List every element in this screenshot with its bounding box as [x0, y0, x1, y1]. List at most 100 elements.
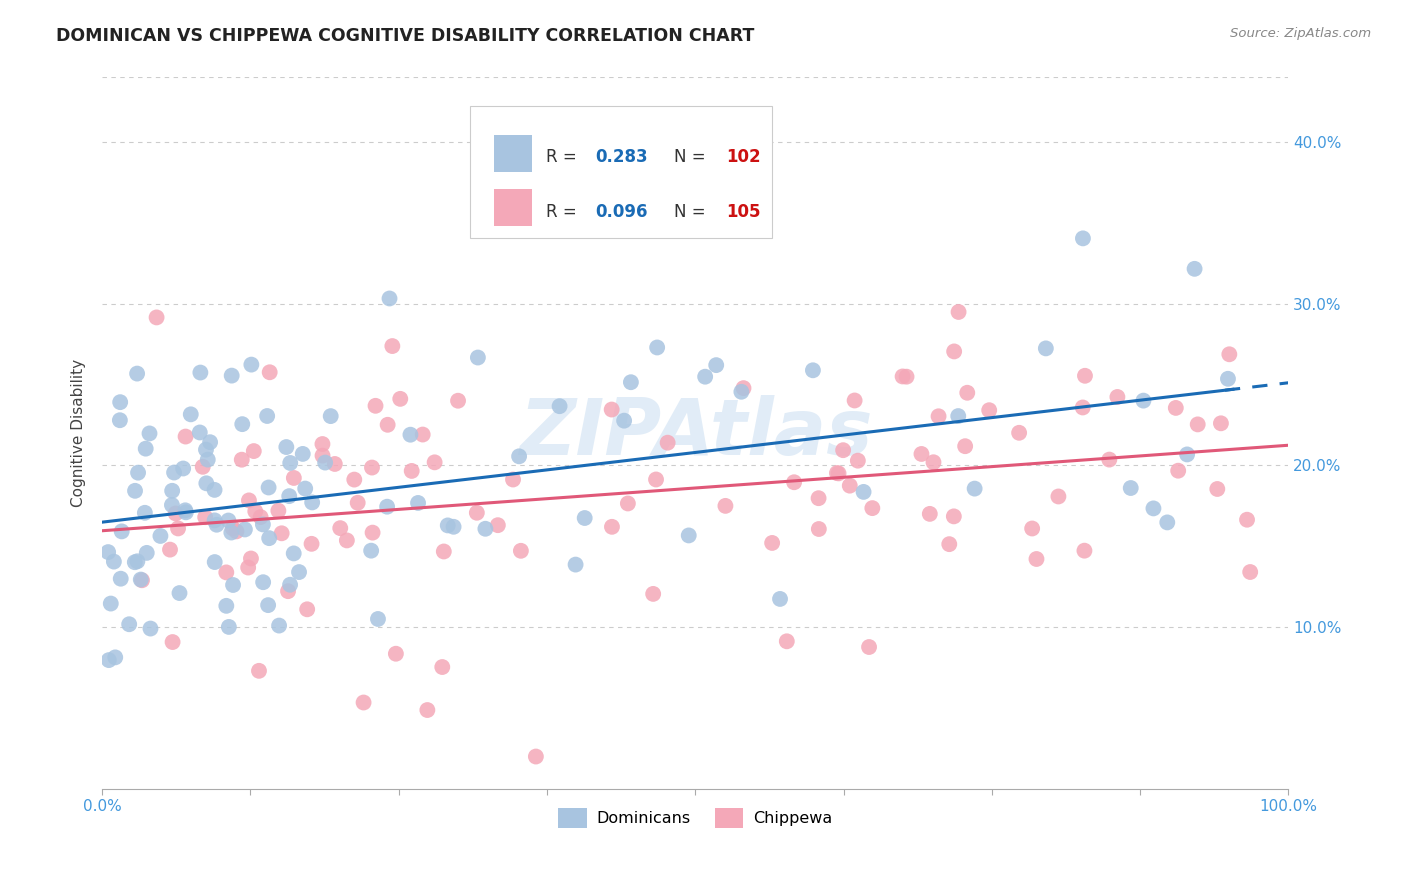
Point: [783, 475, 806, 490]
Point: [215, 566, 238, 580]
Point: [801, 363, 824, 377]
Point: [364, 399, 387, 413]
Point: [257, 598, 280, 612]
Point: [301, 537, 323, 551]
Point: [283, 546, 305, 560]
Point: [135, 442, 157, 456]
Point: [1206, 482, 1229, 496]
Point: [769, 591, 792, 606]
Point: [378, 292, 401, 306]
Text: DOMINICAN VS CHIPPEWA COGNITIVE DISABILITY CORRELATION CHART: DOMINICAN VS CHIPPEWA COGNITIVE DISABILI…: [56, 27, 755, 45]
Point: [1218, 347, 1240, 361]
Point: [288, 565, 311, 579]
Point: [174, 429, 197, 443]
Point: [1025, 552, 1047, 566]
Point: [145, 310, 167, 325]
Point: [1035, 342, 1057, 356]
Point: [353, 696, 375, 710]
Point: [1132, 393, 1154, 408]
Point: [963, 482, 986, 496]
Point: [238, 560, 260, 574]
Point: [1187, 417, 1209, 432]
Point: [194, 510, 217, 524]
Point: [406, 496, 429, 510]
Point: [401, 464, 423, 478]
Point: [205, 517, 228, 532]
Point: [135, 546, 157, 560]
Point: [231, 417, 253, 432]
Point: [198, 435, 221, 450]
Point: [329, 521, 352, 535]
Point: [294, 482, 316, 496]
Point: [613, 414, 636, 428]
Text: R =: R =: [546, 202, 582, 220]
Point: [278, 489, 301, 503]
Point: [360, 543, 382, 558]
Point: [827, 467, 849, 481]
Point: [267, 504, 290, 518]
Point: [412, 427, 434, 442]
Point: [443, 520, 465, 534]
Point: [385, 647, 408, 661]
Point: [1156, 516, 1178, 530]
Point: [1236, 513, 1258, 527]
Point: [204, 555, 226, 569]
Point: [447, 393, 470, 408]
Point: [433, 544, 456, 558]
Point: [245, 504, 267, 518]
Point: [233, 523, 256, 537]
Text: R =: R =: [546, 148, 582, 166]
Point: [860, 501, 883, 516]
Point: [257, 481, 280, 495]
Point: [283, 471, 305, 485]
Point: [645, 473, 668, 487]
Y-axis label: Cognitive Disability: Cognitive Disability: [72, 359, 86, 508]
Point: [163, 466, 186, 480]
Point: [1071, 231, 1094, 245]
Point: [174, 505, 197, 519]
Point: [243, 444, 266, 458]
Point: [1047, 490, 1070, 504]
Point: [240, 358, 263, 372]
Point: [600, 402, 623, 417]
Point: [276, 440, 298, 454]
Point: [1107, 390, 1129, 404]
Point: [343, 473, 366, 487]
Point: [249, 510, 271, 524]
Point: [319, 409, 342, 423]
Point: [832, 443, 855, 458]
Point: [169, 586, 191, 600]
Point: [896, 369, 918, 384]
Point: [617, 496, 640, 510]
Text: N =: N =: [673, 148, 711, 166]
Point: [620, 375, 643, 389]
Point: [103, 555, 125, 569]
Point: [231, 452, 253, 467]
Point: [643, 587, 665, 601]
Point: [252, 575, 274, 590]
Point: [124, 483, 146, 498]
Point: [486, 518, 509, 533]
Point: [167, 521, 190, 535]
Point: [508, 450, 530, 464]
Point: [678, 528, 700, 542]
Point: [314, 456, 336, 470]
Text: 0.096: 0.096: [596, 202, 648, 220]
Point: [761, 536, 783, 550]
Point: [267, 618, 290, 632]
Point: [97, 653, 120, 667]
Point: [277, 584, 299, 599]
Point: [844, 393, 866, 408]
Point: [194, 442, 217, 457]
Point: [910, 447, 932, 461]
Point: [548, 399, 571, 413]
Point: [346, 496, 368, 510]
Point: [204, 513, 226, 527]
Point: [118, 617, 141, 632]
Point: [367, 612, 389, 626]
Point: [1216, 372, 1239, 386]
Point: [225, 524, 247, 539]
Point: [948, 409, 970, 423]
Point: [217, 514, 239, 528]
Point: [979, 403, 1001, 417]
